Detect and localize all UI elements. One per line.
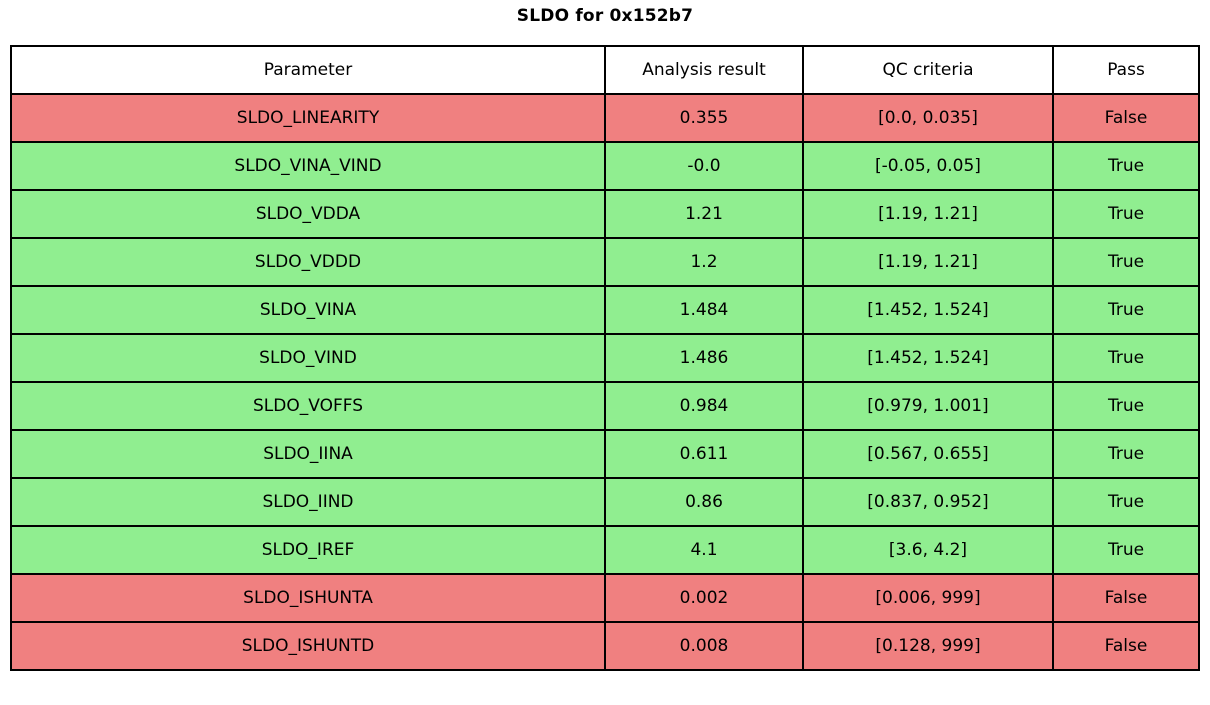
table-row: SLDO_VIND 1.486 [1.452, 1.524] True bbox=[10, 333, 1200, 383]
parameter-cell: SLDO_VINA_VIND bbox=[10, 141, 606, 191]
criteria-cell: [0.0, 0.035] bbox=[802, 93, 1054, 143]
criteria-cell: [0.006, 999] bbox=[802, 573, 1054, 623]
result-cell: 1.484 bbox=[604, 285, 804, 335]
pass-cell: True bbox=[1052, 189, 1200, 239]
parameter-cell: SLDO_VOFFS bbox=[10, 381, 606, 431]
criteria-cell: [1.452, 1.524] bbox=[802, 333, 1054, 383]
result-cell: 0.002 bbox=[604, 573, 804, 623]
parameter-cell: SLDO_ISHUNTD bbox=[10, 621, 606, 671]
criteria-cell: [1.19, 1.21] bbox=[802, 237, 1054, 287]
table-row: SLDO_VOFFS 0.984 [0.979, 1.001] True bbox=[10, 381, 1200, 431]
pass-cell: True bbox=[1052, 333, 1200, 383]
pass-cell: True bbox=[1052, 285, 1200, 335]
page-title: SLDO for 0x152b7 bbox=[516, 6, 694, 26]
pass-cell: False bbox=[1052, 93, 1200, 143]
criteria-cell: [0.128, 999] bbox=[802, 621, 1054, 671]
criteria-cell: [-0.05, 0.05] bbox=[802, 141, 1054, 191]
parameter-cell: SLDO_IREF bbox=[10, 525, 606, 575]
table-row: SLDO_IIND 0.86 [0.837, 0.952] True bbox=[10, 477, 1200, 527]
header-pass: Pass bbox=[1052, 45, 1200, 95]
result-cell: 1.21 bbox=[604, 189, 804, 239]
pass-cell: False bbox=[1052, 573, 1200, 623]
result-cell: 0.008 bbox=[604, 621, 804, 671]
result-cell: 4.1 bbox=[604, 525, 804, 575]
parameter-cell: SLDO_ISHUNTA bbox=[10, 573, 606, 623]
pass-cell: False bbox=[1052, 621, 1200, 671]
header-qc-criteria: QC criteria bbox=[802, 45, 1054, 95]
criteria-cell: [0.979, 1.001] bbox=[802, 381, 1054, 431]
table-row: SLDO_ISHUNTA 0.002 [0.006, 999] False bbox=[10, 573, 1200, 623]
table-row: SLDO_ISHUNTD 0.008 [0.128, 999] False bbox=[10, 621, 1200, 671]
parameter-cell: SLDO_VDDA bbox=[10, 189, 606, 239]
header-parameter: Parameter bbox=[10, 45, 606, 95]
header-analysis-result: Analysis result bbox=[604, 45, 804, 95]
result-cell: 1.486 bbox=[604, 333, 804, 383]
result-cell: 0.86 bbox=[604, 477, 804, 527]
result-cell: 1.2 bbox=[604, 237, 804, 287]
pass-cell: True bbox=[1052, 381, 1200, 431]
qc-results-table: Parameter Analysis result QC criteria Pa… bbox=[10, 45, 1200, 671]
parameter-cell: SLDO_VINA bbox=[10, 285, 606, 335]
table-row: SLDO_IREF 4.1 [3.6, 4.2] True bbox=[10, 525, 1200, 575]
criteria-cell: [0.567, 0.655] bbox=[802, 429, 1054, 479]
parameter-cell: SLDO_VDDD bbox=[10, 237, 606, 287]
table-row: SLDO_VDDD 1.2 [1.19, 1.21] True bbox=[10, 237, 1200, 287]
criteria-cell: [1.19, 1.21] bbox=[802, 189, 1054, 239]
parameter-cell: SLDO_LINEARITY bbox=[10, 93, 606, 143]
pass-cell: True bbox=[1052, 477, 1200, 527]
table-row: SLDO_LINEARITY 0.355 [0.0, 0.035] False bbox=[10, 93, 1200, 143]
parameter-cell: SLDO_VIND bbox=[10, 333, 606, 383]
result-cell: 0.355 bbox=[604, 93, 804, 143]
result-cell: 0.611 bbox=[604, 429, 804, 479]
criteria-cell: [0.837, 0.952] bbox=[802, 477, 1054, 527]
table-row: SLDO_VDDA 1.21 [1.19, 1.21] True bbox=[10, 189, 1200, 239]
parameter-cell: SLDO_IIND bbox=[10, 477, 606, 527]
pass-cell: True bbox=[1052, 141, 1200, 191]
result-cell: 0.984 bbox=[604, 381, 804, 431]
pass-cell: True bbox=[1052, 525, 1200, 575]
result-cell: -0.0 bbox=[604, 141, 804, 191]
pass-cell: True bbox=[1052, 429, 1200, 479]
table-row: SLDO_VINA_VIND -0.0 [-0.05, 0.05] True bbox=[10, 141, 1200, 191]
table-row: SLDO_IINA 0.611 [0.567, 0.655] True bbox=[10, 429, 1200, 479]
parameter-cell: SLDO_IINA bbox=[10, 429, 606, 479]
pass-cell: True bbox=[1052, 237, 1200, 287]
criteria-cell: [3.6, 4.2] bbox=[802, 525, 1054, 575]
criteria-cell: [1.452, 1.524] bbox=[802, 285, 1054, 335]
table-row: SLDO_VINA 1.484 [1.452, 1.524] True bbox=[10, 285, 1200, 335]
header-row: Parameter Analysis result QC criteria Pa… bbox=[10, 45, 1200, 95]
